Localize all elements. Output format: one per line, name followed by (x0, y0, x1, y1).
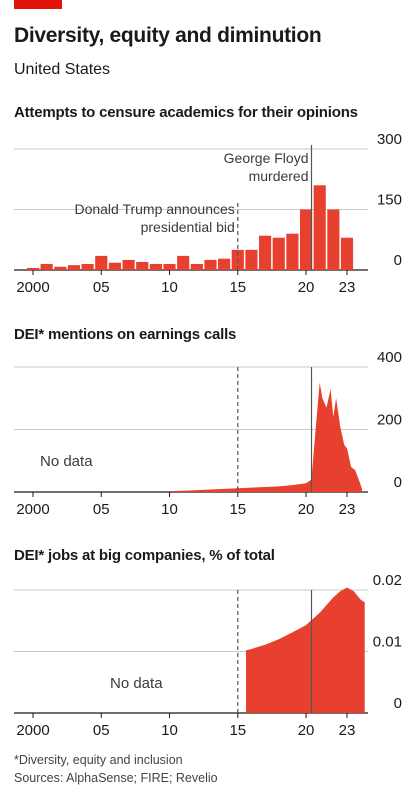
bar (204, 259, 217, 270)
area-series (169, 382, 363, 492)
x-tick-label: 15 (229, 279, 246, 296)
x-tick-label: 15 (229, 501, 246, 518)
x-tick-label: 2000 (16, 501, 49, 518)
x-tick-label: 05 (93, 279, 110, 296)
y-tick-label: 150 (377, 192, 402, 209)
y-tick-label: 0 (394, 695, 402, 712)
bar (218, 258, 231, 270)
y-tick-label: 200 (377, 412, 402, 429)
panel-title-jobs: DEI* jobs at big companies, % of total (14, 547, 275, 564)
x-tick-label: 10 (161, 279, 178, 296)
x-tick-label: 20 (298, 279, 315, 296)
panel-title-censure: Attempts to censure academics for their … (14, 104, 358, 121)
bar (299, 209, 313, 270)
panel-title-earnings: DEI* mentions on earnings calls (14, 326, 237, 343)
area-series (246, 587, 365, 713)
bar (67, 265, 81, 270)
bar (327, 209, 340, 270)
annotation-trump: Donald Trump announces (74, 201, 234, 217)
bar (26, 267, 40, 270)
x-tick-label: 05 (93, 501, 110, 518)
bar (40, 263, 53, 270)
annotation-floyd-line2: murdered (249, 168, 309, 184)
bar (81, 263, 94, 270)
x-tick-label: 20 (298, 722, 315, 739)
bar (108, 262, 121, 270)
no-data-label: No data (110, 675, 163, 692)
bar (245, 249, 258, 270)
y-tick-label: 0.01 (373, 634, 402, 651)
y-tick-label: 0 (394, 474, 402, 491)
x-tick-label: 2000 (16, 279, 49, 296)
bar (149, 263, 162, 270)
bar (272, 237, 285, 270)
x-tick-label: 23 (339, 279, 356, 296)
no-data-label: No data (40, 453, 93, 470)
x-tick-label: 23 (339, 501, 356, 518)
bar (95, 255, 108, 270)
annotation-trump-line2: presidential bid (141, 219, 235, 235)
chart-subtitle: United States (14, 61, 111, 78)
x-tick-label: 05 (93, 722, 110, 739)
y-tick-label: 0.02 (373, 572, 402, 589)
y-tick-label: 300 (377, 131, 402, 148)
bar (313, 185, 326, 270)
x-tick-label: 2000 (16, 722, 49, 739)
y-tick-label: 400 (377, 349, 402, 366)
brand-tag (14, 0, 62, 9)
bar (122, 259, 135, 270)
bar (286, 233, 299, 270)
x-tick-label: 23 (339, 722, 356, 739)
x-tick-label: 20 (298, 501, 315, 518)
footnote: *Diversity, equity and inclusion (14, 753, 183, 767)
bar (177, 255, 190, 270)
bar (163, 263, 176, 270)
bar (190, 263, 203, 270)
chart-dei-jobs: 0 0.01 0.02 2000 05 10 15 20 23 No data (14, 572, 402, 739)
chart-title: Diversity, equity and diminution (14, 24, 322, 47)
y-tick-label: 0 (394, 252, 402, 269)
chart-earnings-calls: 0 200 400 2000 05 10 15 20 23 No data (14, 349, 402, 518)
x-tick-label: 10 (161, 501, 178, 518)
bar (54, 266, 67, 270)
x-tick-label: 15 (229, 722, 246, 739)
annotation-floyd: George Floyd (224, 150, 309, 166)
x-tick-label: 10 (161, 722, 178, 739)
sources: Sources: AlphaSense; FIRE; Revelio (14, 771, 218, 785)
chart-censure: 0 150 300 2000 05 10 15 20 23 Donald Trump announ… (14, 131, 402, 296)
bar (136, 261, 149, 270)
bar (340, 237, 354, 270)
bar (259, 235, 272, 270)
